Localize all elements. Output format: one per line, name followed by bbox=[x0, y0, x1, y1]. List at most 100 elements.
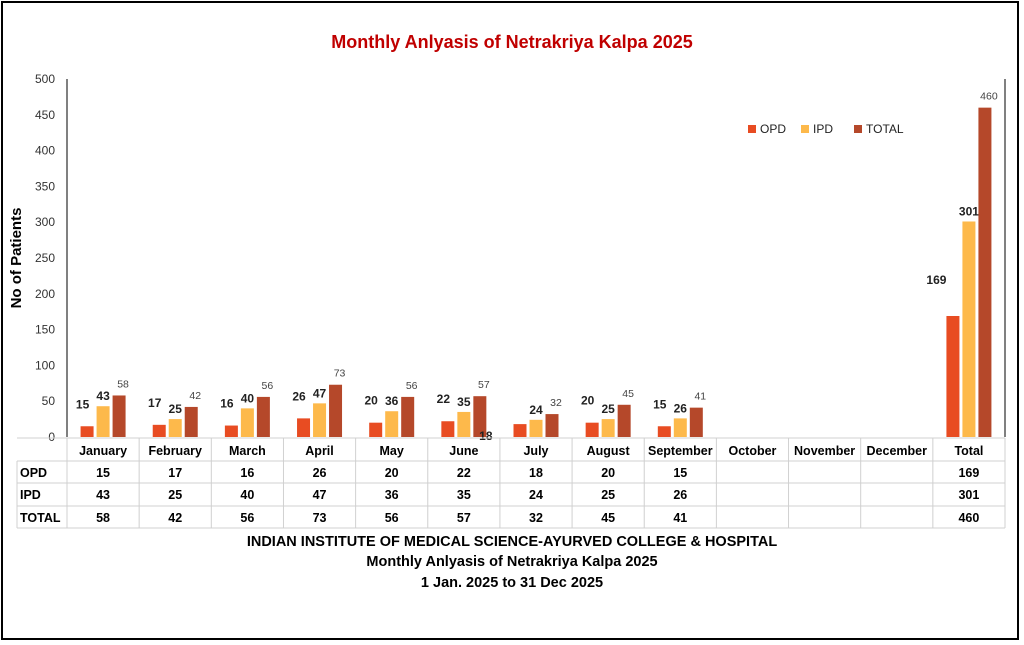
table-cell: 57 bbox=[457, 511, 471, 525]
bar-opd bbox=[585, 422, 599, 437]
data-label-total: 57 bbox=[478, 379, 490, 391]
bar-total bbox=[617, 404, 631, 437]
data-label-opd: 20 bbox=[365, 394, 379, 408]
data-label-ipd: 25 bbox=[169, 402, 183, 416]
data-label-ipd: 25 bbox=[601, 402, 615, 416]
table-cell: 17 bbox=[168, 466, 182, 480]
table-cell: 20 bbox=[601, 466, 615, 480]
y-tick-label: 250 bbox=[35, 251, 55, 265]
data-label-ipd: 43 bbox=[96, 389, 110, 403]
bar-opd bbox=[441, 421, 455, 437]
bar-total bbox=[256, 396, 270, 437]
bar-opd bbox=[946, 315, 960, 437]
category-label: October bbox=[728, 444, 776, 458]
bar-ipd bbox=[385, 411, 399, 437]
footer-subtitle: Monthly Anlyasis of Netrakriya Kalpa 202… bbox=[366, 554, 658, 570]
data-label-opd: 26 bbox=[292, 389, 306, 403]
category-label: Total bbox=[954, 444, 983, 458]
bar-ipd bbox=[313, 403, 327, 437]
bar-total bbox=[401, 396, 415, 437]
bar-ipd bbox=[673, 418, 687, 437]
bar-ipd bbox=[96, 406, 110, 437]
table-cell: 16 bbox=[240, 466, 254, 480]
category-label: August bbox=[587, 444, 631, 458]
category-label: June bbox=[449, 444, 478, 458]
category-label: July bbox=[523, 444, 548, 458]
bar-opd bbox=[369, 422, 383, 437]
bar-total bbox=[689, 407, 703, 437]
bar-ipd bbox=[240, 408, 254, 437]
data-label-opd: 18 bbox=[479, 429, 493, 443]
legend-label-ipd: IPD bbox=[813, 122, 833, 136]
table-cell: 56 bbox=[385, 511, 399, 525]
table-cell: 35 bbox=[457, 488, 471, 502]
data-label-opd: 169 bbox=[926, 273, 946, 287]
data-label-ipd: 36 bbox=[385, 394, 399, 408]
data-label-total: 32 bbox=[550, 397, 562, 409]
category-label: April bbox=[305, 444, 333, 458]
table-cell: 169 bbox=[958, 466, 979, 480]
data-label-opd: 17 bbox=[148, 396, 162, 410]
data-label-total: 41 bbox=[694, 391, 706, 403]
data-label-ipd: 24 bbox=[529, 403, 543, 417]
table-row-header-total: TOTAL bbox=[20, 511, 61, 525]
legend-label-opd: OPD bbox=[760, 122, 786, 136]
table-cell: 56 bbox=[240, 511, 254, 525]
table-cell: 40 bbox=[240, 488, 254, 502]
y-tick-label: 400 bbox=[35, 144, 55, 158]
table-cell: 32 bbox=[529, 511, 543, 525]
legend-label-total: TOTAL bbox=[866, 122, 904, 136]
data-label-ipd: 47 bbox=[313, 386, 327, 400]
data-label-total: 42 bbox=[189, 390, 201, 402]
table-cell: 26 bbox=[313, 466, 327, 480]
data-label-total: 56 bbox=[406, 380, 418, 392]
bar-ipd bbox=[457, 411, 471, 437]
data-label-total: 58 bbox=[117, 378, 129, 390]
y-tick-label: 50 bbox=[42, 394, 56, 408]
table-cell: 20 bbox=[385, 466, 399, 480]
bar-total bbox=[112, 395, 126, 437]
category-label: December bbox=[867, 444, 928, 458]
bar-total bbox=[545, 414, 559, 437]
y-tick-label: 200 bbox=[35, 287, 55, 301]
table-row-header-ipd: IPD bbox=[20, 488, 41, 502]
data-label-total: 460 bbox=[980, 91, 998, 103]
table-cell: 41 bbox=[673, 511, 687, 525]
y-tick-label: 300 bbox=[35, 215, 55, 229]
data-label-opd: 15 bbox=[653, 397, 667, 411]
bar-total bbox=[978, 107, 992, 437]
data-label-opd: 16 bbox=[220, 397, 234, 411]
data-label-opd: 22 bbox=[437, 392, 451, 406]
y-tick-label: 100 bbox=[35, 358, 55, 372]
category-label: November bbox=[794, 444, 855, 458]
table-cell: 47 bbox=[313, 488, 327, 502]
category-label: March bbox=[229, 444, 266, 458]
table-cell: 43 bbox=[96, 488, 110, 502]
data-label-ipd: 40 bbox=[241, 391, 255, 405]
y-tick-label: 450 bbox=[35, 108, 55, 122]
bar-opd bbox=[224, 425, 238, 437]
table-cell: 460 bbox=[958, 511, 979, 525]
chart-title: Monthly Anlyasis of Netrakriya Kalpa 202… bbox=[331, 32, 692, 52]
bar-opd bbox=[657, 426, 671, 437]
bar-opd bbox=[152, 424, 166, 437]
y-axis-label: No of Patients bbox=[8, 208, 25, 309]
y-tick-label: 350 bbox=[35, 179, 55, 193]
bar-opd bbox=[80, 426, 94, 437]
footer-date-range: 1 Jan. 2025 to 31 Dec 2025 bbox=[420, 575, 604, 591]
table-cell: 26 bbox=[673, 488, 687, 502]
table-cell: 36 bbox=[385, 488, 399, 502]
bar-total bbox=[184, 406, 198, 437]
data-label-opd: 20 bbox=[581, 394, 595, 408]
bar-ipd bbox=[601, 419, 615, 437]
table-cell: 73 bbox=[313, 511, 327, 525]
category-label: May bbox=[380, 444, 404, 458]
table-cell: 22 bbox=[457, 466, 471, 480]
bar-ipd bbox=[962, 221, 976, 437]
data-label-ipd: 26 bbox=[674, 401, 688, 415]
table-cell: 45 bbox=[601, 511, 615, 525]
footer-institute: INDIAN INSTITUTE OF MEDICAL SCIENCE-AYUR… bbox=[246, 534, 778, 550]
bar-opd bbox=[297, 418, 311, 437]
